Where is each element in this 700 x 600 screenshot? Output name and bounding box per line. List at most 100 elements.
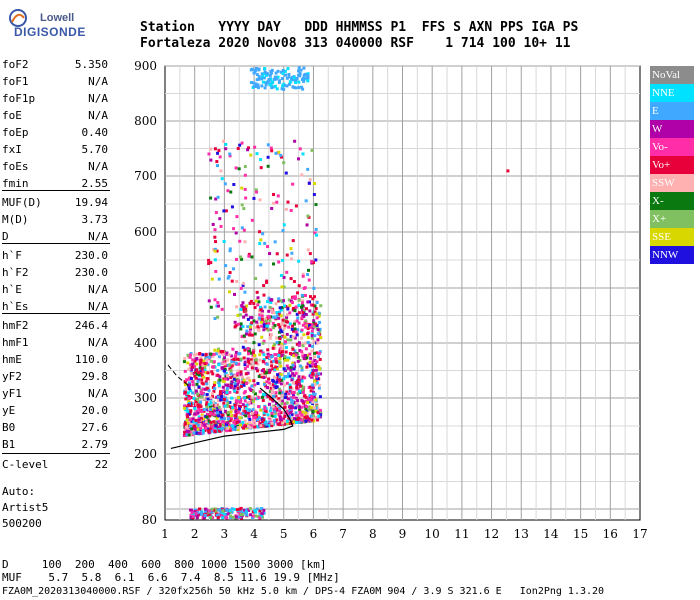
- echo-point: [265, 73, 269, 77]
- echo-point: [310, 332, 314, 336]
- echo-point: [297, 321, 301, 325]
- echo-point: [302, 79, 306, 83]
- echo-point: [281, 421, 285, 425]
- echo-point: [261, 351, 265, 355]
- echo-point: [194, 431, 198, 435]
- echo-point: [270, 421, 274, 425]
- echo-point: [318, 408, 322, 412]
- echo-point: [211, 354, 215, 358]
- echo-point: [226, 426, 230, 430]
- echo-point: [308, 309, 312, 313]
- echo-point: [227, 290, 231, 294]
- echo-point: [263, 241, 267, 245]
- echo-point: [312, 261, 316, 265]
- echo-point: [282, 161, 286, 165]
- echo-point: [197, 373, 201, 377]
- echo-point: [192, 353, 196, 357]
- echo-point: [239, 373, 243, 377]
- logo-product: DIGISONDE: [14, 25, 86, 39]
- echo-point: [287, 72, 291, 76]
- echo-point: [193, 424, 197, 428]
- echo-point: [289, 368, 293, 372]
- echo-point: [254, 366, 258, 370]
- echo-point: [317, 414, 321, 418]
- echo-point: [310, 418, 314, 422]
- echo-point: [232, 363, 236, 367]
- echo-point: [250, 255, 254, 259]
- echo-point: [204, 403, 208, 407]
- echo-point: [266, 300, 270, 304]
- echo-point: [242, 309, 246, 313]
- echo-point: [209, 401, 213, 405]
- echo-point: [308, 364, 312, 368]
- echo-point: [202, 397, 206, 401]
- echo-point: [239, 416, 243, 420]
- echo-point: [265, 280, 269, 284]
- echo-point: [309, 356, 313, 360]
- echo-point: [266, 81, 270, 85]
- echo-point: [272, 410, 276, 414]
- echo-point: [311, 312, 315, 316]
- echo-point: [278, 389, 282, 393]
- echo-point: [256, 322, 260, 326]
- echo-point: [270, 411, 274, 415]
- echo-point: [220, 395, 224, 399]
- echo-point: [241, 325, 245, 329]
- echo-point: [253, 332, 257, 336]
- echo-point: [280, 305, 284, 309]
- echo-point: [289, 365, 293, 369]
- header-labels: Station YYYY DAY DDD HHMMSS P1 FFS S AXN…: [140, 20, 579, 35]
- echo-point: [285, 84, 289, 88]
- echo-point: [245, 395, 249, 399]
- echo-point: [200, 367, 204, 371]
- echo-point: [293, 297, 297, 301]
- echo-point: [313, 383, 317, 387]
- echo-point: [297, 284, 301, 288]
- echo-point: [210, 507, 214, 511]
- echo-point: [221, 423, 225, 427]
- echo-point: [277, 380, 281, 384]
- echo-point: [262, 376, 266, 380]
- echo-point: [255, 152, 259, 156]
- echo-point: [276, 69, 280, 73]
- legend-item: NoVal: [650, 66, 694, 84]
- echo-point: [251, 353, 255, 357]
- echo-point: [273, 368, 277, 372]
- echo-point: [245, 329, 249, 333]
- echo-point: [294, 305, 298, 309]
- echo-point: [240, 203, 244, 207]
- echo-point: [279, 378, 283, 382]
- echo-point: [310, 394, 314, 398]
- echo-point: [221, 350, 225, 354]
- echo-point: [234, 354, 238, 358]
- echo-point: [200, 413, 204, 417]
- param-value: 2.55: [81, 177, 109, 190]
- echo-point: [243, 409, 247, 413]
- echo-point: [185, 425, 189, 429]
- echo-point: [283, 405, 287, 409]
- echo-point: [229, 405, 233, 409]
- echo-point: [258, 305, 262, 309]
- echo-point: [308, 360, 312, 364]
- echo-point: [277, 260, 281, 264]
- echo-point: [257, 343, 261, 347]
- echo-point: [294, 411, 298, 415]
- echo-point: [193, 508, 197, 512]
- echo-point: [316, 407, 320, 411]
- echo-point: [196, 405, 200, 409]
- echo-point: [265, 356, 269, 360]
- echo-point: [271, 383, 275, 387]
- echo-point: [305, 412, 309, 416]
- param-row: M(D) 3.73: [2, 213, 108, 229]
- echo-point: [227, 274, 231, 278]
- echo-point: [223, 417, 227, 421]
- echo-point: [316, 338, 320, 342]
- echo-point: [260, 507, 264, 511]
- echo-point: [228, 154, 232, 158]
- echo-point: [201, 513, 205, 517]
- echo-point: [302, 356, 306, 360]
- echo-point: [315, 360, 319, 364]
- echo-point: [269, 386, 273, 390]
- echo-point: [278, 418, 282, 422]
- echo-point: [213, 402, 217, 406]
